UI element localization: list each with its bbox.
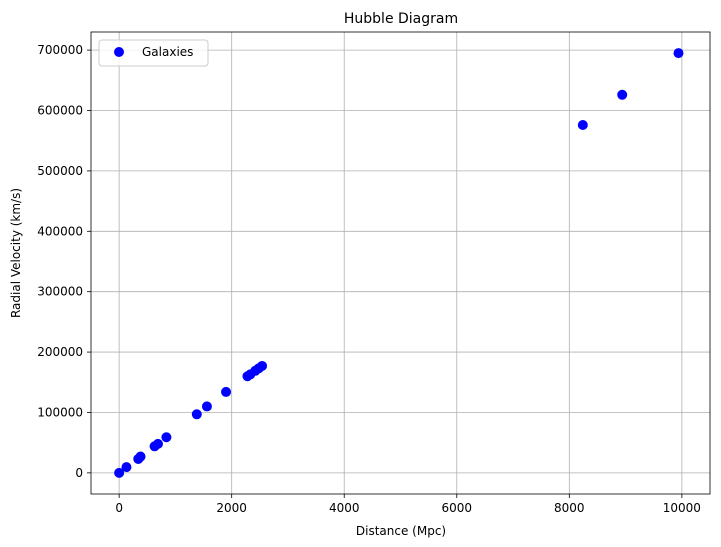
y-tick-label: 500000: [37, 164, 83, 178]
x-tick-label: 10000: [663, 501, 701, 515]
y-tick-label: 300000: [37, 285, 83, 299]
x-tick-label: 4000: [329, 501, 360, 515]
data-point: [617, 89, 628, 100]
y-tick-label: 400000: [37, 224, 83, 238]
data-point: [191, 409, 202, 420]
x-axis-ticks: 0 2000 4000 6000 8000 10000: [115, 494, 701, 515]
y-axis-label: Radial Velocity (km/s): [9, 188, 23, 318]
x-tick-label: 8000: [554, 501, 585, 515]
data-point: [201, 401, 212, 412]
y-tick-label: 600000: [37, 104, 83, 118]
plot-area-frame: [90, 31, 711, 495]
data-point: [577, 120, 588, 131]
x-axis-label: Distance (Mpc): [356, 524, 446, 538]
data-point: [121, 462, 132, 473]
chart-title: Hubble Diagram: [344, 11, 458, 27]
y-tick-label: 100000: [37, 405, 83, 419]
data-points: [114, 48, 684, 478]
legend-label: Galaxies: [142, 45, 193, 59]
data-point: [257, 360, 268, 371]
y-tick-label: 0: [75, 466, 83, 480]
y-tick-label: 200000: [37, 345, 83, 359]
x-tick-label: 0: [115, 501, 123, 515]
grid: [91, 32, 710, 494]
y-axis-ticks: 0 100000 200000 300000 400000 500000 600000 700…: [37, 43, 91, 480]
data-point: [221, 386, 232, 397]
legend-box: [98, 39, 209, 67]
data-point: [114, 467, 125, 478]
legend-marker: [114, 47, 124, 57]
data-point: [161, 432, 172, 443]
x-tick-label: 6000: [441, 501, 472, 515]
data-point: [152, 438, 163, 449]
legend: Galaxies: [98, 39, 209, 67]
data-point: [135, 451, 146, 462]
y-tick-label: 700000: [37, 43, 83, 57]
data-point: [673, 48, 684, 59]
x-tick-label: 2000: [216, 501, 247, 515]
